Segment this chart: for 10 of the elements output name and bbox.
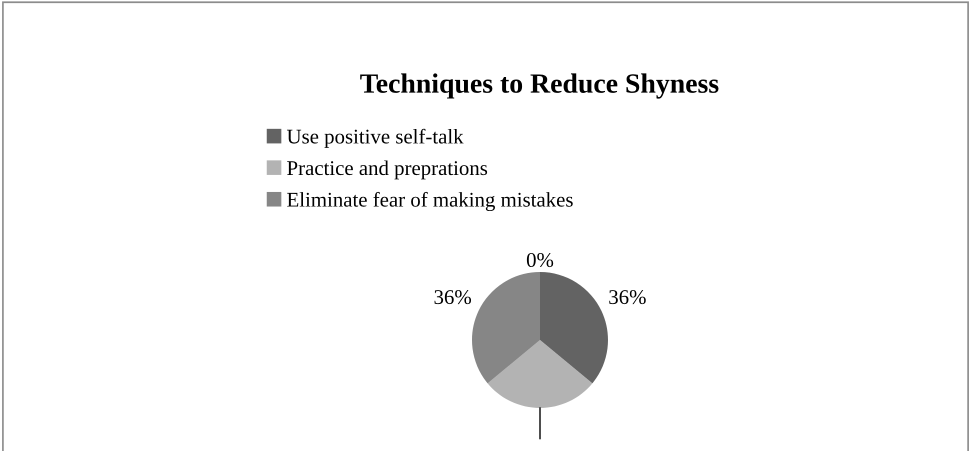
legend-label: Eliminate fear of making mistakes	[287, 192, 573, 212]
data-label: 36%	[609, 290, 646, 304]
pie-slice	[472, 272, 540, 384]
chart-title: Techniques to Reduce Shyness	[360, 73, 718, 99]
legend-label: Use positive self-talk	[286, 128, 464, 148]
data-label: 36%	[434, 290, 472, 304]
pie-slice	[540, 272, 608, 384]
legend-label: Practice and preprations	[287, 160, 488, 180]
pie-slice	[488, 340, 592, 408]
text: 0%	[526, 252, 554, 268]
